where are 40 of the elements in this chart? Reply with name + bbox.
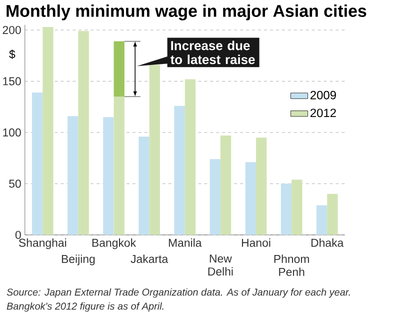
bar — [292, 180, 302, 235]
bar — [32, 92, 43, 235]
bar — [280, 184, 292, 235]
x-tick-label: New Delhi — [208, 254, 233, 276]
bar — [78, 31, 89, 235]
y-tick-label: 50 — [9, 180, 21, 188]
chart-title: Monthly minimum wage in major Asian cities — [6, 4, 366, 20]
bar — [210, 159, 220, 235]
x-tick-label: Jakarta — [130, 254, 168, 264]
bar — [327, 194, 338, 235]
x-tick-label: Phnom Penh — [274, 254, 309, 276]
legend-label: 2009 — [310, 90, 336, 100]
source-note: Source: Japan External Trade Organization data. As of January for each year. — [6, 288, 350, 298]
bar — [184, 79, 196, 235]
bar — [174, 106, 185, 235]
y-tick-label: 0 — [15, 230, 21, 239]
bar — [68, 116, 78, 235]
y-tick-label: 200 — [2, 26, 21, 34]
bar — [114, 41, 124, 97]
bar — [149, 64, 160, 235]
x-tick-label: Hanoi — [242, 238, 270, 247]
annotation: Increase due to latest raise — [170, 40, 255, 64]
x-tick-label: Bangkok — [92, 238, 136, 250]
y-tick-label: 100 — [3, 128, 21, 137]
bar — [103, 117, 114, 235]
y-tick-label: 150 — [3, 77, 21, 86]
x-tick-label: Dhaka — [311, 238, 344, 247]
bar — [245, 162, 256, 235]
bar — [256, 138, 267, 235]
bar — [42, 26, 54, 235]
y-axis-title: $ — [9, 50, 16, 59]
legend-label: 2012 — [310, 108, 336, 118]
x-tick-label: Beijing — [62, 254, 95, 266]
bar — [114, 96, 124, 235]
x-tick-label: Manila — [168, 238, 202, 247]
x-tick-label: Shanghai — [18, 238, 66, 250]
bar — [138, 136, 150, 235]
text: Bangkok's 2012 figure is as of April. — [6, 302, 164, 312]
bar — [220, 136, 232, 235]
bar — [316, 205, 328, 235]
